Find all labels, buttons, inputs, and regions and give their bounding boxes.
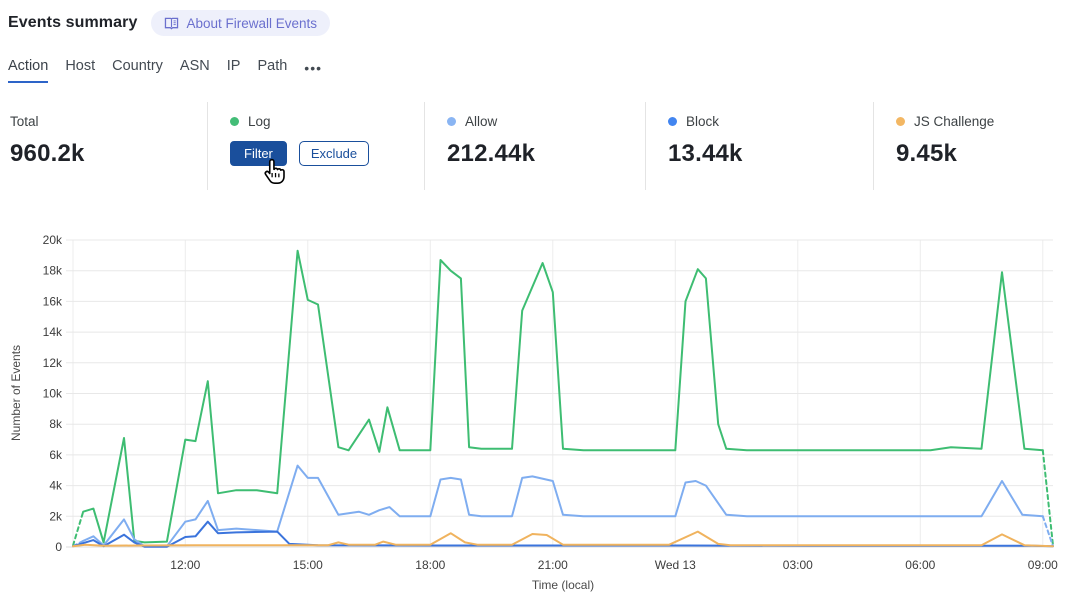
x-tick-label: 12:00 xyxy=(170,558,200,572)
stat-card-block: Block 13.44k xyxy=(645,102,873,190)
header: Events summary About Firewall Events xyxy=(8,10,331,36)
stat-value-js-challenge: 9.45k xyxy=(896,140,958,167)
y-tick-label: 2k xyxy=(49,509,63,523)
y-tick-label: 4k xyxy=(49,479,63,493)
stat-label: Log xyxy=(248,113,271,129)
stat-label-row: Block xyxy=(668,110,873,132)
stat-label: Allow xyxy=(465,113,498,129)
stat-label: Block xyxy=(686,113,720,129)
stat-label-row: Allow xyxy=(447,110,645,132)
y-tick-label: 16k xyxy=(43,294,63,308)
line-allow xyxy=(82,464,1044,548)
facet-tabs: Action Host Country ASN IP Path ••• xyxy=(8,58,322,83)
stat-value-allow: 212.44k xyxy=(447,140,536,167)
stat-label: JS Challenge xyxy=(914,113,995,129)
stat-buttons: Filter Exclude xyxy=(230,141,424,166)
y-tick-label: 12k xyxy=(43,356,63,370)
tab-ip[interactable]: IP xyxy=(226,58,241,74)
about-firewall-events-badge[interactable]: About Firewall Events xyxy=(151,10,331,36)
tab-country[interactable]: Country xyxy=(112,58,163,74)
book-icon xyxy=(164,17,179,30)
stat-label: Total xyxy=(10,113,39,129)
tabs-more-button[interactable]: ••• xyxy=(304,60,323,76)
y-tick-label: 6k xyxy=(49,448,63,462)
filter-button[interactable]: Filter xyxy=(230,141,287,166)
about-badge-label: About Firewall Events xyxy=(186,15,318,31)
line-log-dashed-head xyxy=(72,510,85,547)
stat-label-row: JS Challenge xyxy=(896,110,1068,132)
legend-dot-icon xyxy=(668,116,677,126)
stat-card-log: Log Filter Exclude xyxy=(207,102,424,190)
stat-card-allow: Allow 212.44k xyxy=(424,102,645,190)
y-tick-label: 0 xyxy=(55,540,62,554)
y-tick-label: 18k xyxy=(43,264,63,278)
line-block xyxy=(72,520,1054,548)
page-title: Events summary xyxy=(8,14,138,31)
stat-label-row: Log xyxy=(230,110,424,132)
tab-action[interactable]: Action xyxy=(8,58,49,83)
legend-dot-icon xyxy=(896,116,905,126)
stats-row: Total 960.2k Log Filter Exclude Allow 212.44k B… xyxy=(0,102,1068,190)
x-tick-label: 06:00 xyxy=(905,558,935,572)
x-tick-label: 03:00 xyxy=(783,558,813,572)
line-js-challenge xyxy=(72,530,1054,548)
y-tick-label: 20k xyxy=(43,233,63,247)
tab-asn[interactable]: ASN xyxy=(179,58,210,74)
exclude-button[interactable]: Exclude xyxy=(298,141,370,166)
y-tick-label: 8k xyxy=(49,417,63,431)
stat-label-row: Total xyxy=(10,110,207,132)
y-tick-label: 14k xyxy=(43,325,63,339)
x-tick-label: Wed 13 xyxy=(655,558,696,572)
stat-card-js-challenge: JS Challenge 9.45k xyxy=(873,102,1068,190)
x-tick-label: 18:00 xyxy=(415,558,445,572)
line-log xyxy=(82,249,1044,544)
tab-host[interactable]: Host xyxy=(65,58,96,74)
x-tick-label: 15:00 xyxy=(293,558,323,572)
y-axis-title: Number of Events xyxy=(9,345,23,441)
x-tick-label: 21:00 xyxy=(538,558,568,572)
legend-dot-icon xyxy=(230,116,239,126)
stat-value-total: 960.2k xyxy=(10,140,85,167)
events-chart: 0 2k 4k 6k 8k 10k 12k 14k 16k 18k 20k 12:00 15:00 18:… xyxy=(0,233,1068,598)
stat-card-total: Total 960.2k xyxy=(0,102,207,190)
x-tick-label: 09:00 xyxy=(1028,558,1058,572)
tab-path[interactable]: Path xyxy=(257,58,288,74)
y-tick-label: 10k xyxy=(43,387,63,401)
stat-value-block: 13.44k xyxy=(668,140,743,167)
x-axis-title: Time (local) xyxy=(532,578,594,592)
line-log-dashed-tail xyxy=(1041,449,1054,547)
line-allow-dashed-tail xyxy=(1041,515,1054,548)
legend-dot-icon xyxy=(447,116,456,126)
